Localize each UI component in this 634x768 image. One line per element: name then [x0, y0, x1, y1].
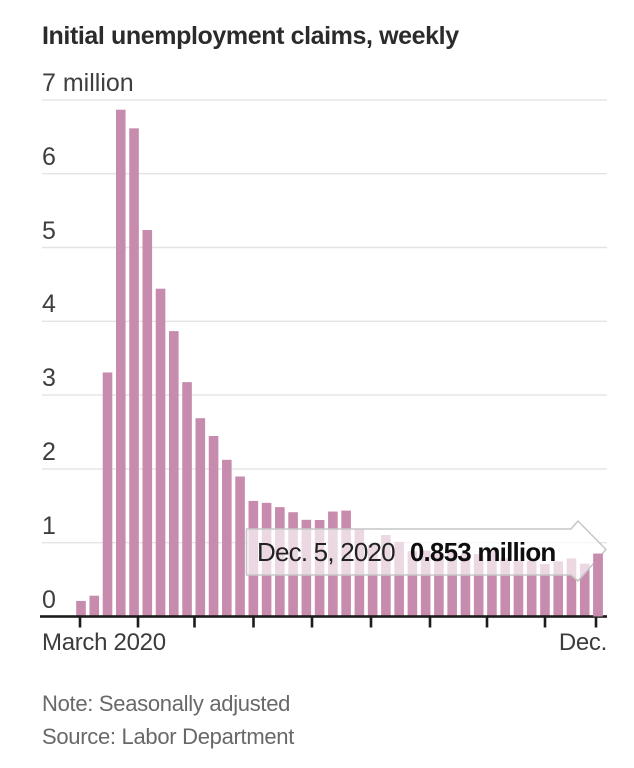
y-axis-tick-label: 0: [42, 585, 56, 614]
x-axis-tick: [543, 617, 547, 628]
bar[interactable]: [407, 551, 418, 617]
bar[interactable]: [129, 128, 139, 617]
bar[interactable]: [487, 550, 497, 617]
y-axis-tick-label: 2: [42, 437, 56, 466]
tooltip-bubble: [245, 520, 607, 582]
bar[interactable]: [195, 418, 206, 617]
x-axis-tick: [252, 617, 255, 628]
bar[interactable]: [76, 600, 86, 617]
x-axis-tick: [485, 617, 489, 628]
bar[interactable]: [579, 563, 590, 617]
x-axis-tick: [78, 617, 82, 628]
bar[interactable]: [89, 595, 100, 617]
x-axis-tick: [136, 617, 140, 628]
x-axis-tick: [369, 617, 373, 628]
bar[interactable]: [367, 544, 378, 617]
tooltip-callout: [245, 520, 607, 617]
bar[interactable]: [434, 552, 444, 617]
bar[interactable]: [420, 550, 431, 617]
bar[interactable]: [513, 560, 524, 617]
bar[interactable]: [553, 561, 564, 617]
x-axis-line: [40, 615, 607, 618]
y-axis-tick-label: 3: [42, 364, 56, 393]
x-axis-tick: [594, 617, 598, 628]
chart-source: Source: Labor Department: [42, 724, 295, 749]
bar[interactable]: [142, 230, 153, 617]
x-axis: [40, 615, 607, 628]
x-axis-tick: [193, 617, 196, 628]
bar[interactable]: [447, 552, 457, 617]
y-axis-tick-label: 7 million: [42, 68, 134, 97]
bar[interactable]: [566, 558, 577, 617]
y-axis-tick-label: 1: [42, 511, 56, 540]
y-axis-tick-label: 6: [42, 142, 56, 171]
bar[interactable]: [540, 564, 550, 617]
bar[interactable]: [473, 554, 484, 617]
bar[interactable]: [222, 459, 232, 617]
chart-note: Note: Seasonally adjusted: [42, 691, 291, 716]
bar[interactable]: [381, 535, 391, 617]
chart-title: Initial unemployment claims, weekly: [42, 22, 459, 50]
y-axis-tick-label: 5: [42, 216, 56, 245]
x-axis-label-march: March 2020: [42, 629, 166, 656]
bar[interactable]: [235, 476, 245, 617]
bar[interactable]: [500, 558, 510, 617]
chart-footnotes: Note: Seasonally adjusted Source: Labor …: [42, 687, 294, 753]
bar[interactable]: [168, 331, 179, 617]
x-axis-tick: [428, 617, 432, 628]
bar[interactable]: [394, 541, 404, 617]
bar[interactable]: [182, 382, 192, 617]
bar[interactable]: [208, 435, 219, 617]
x-axis-label-dec: Dec.: [558, 629, 607, 656]
y-axis-tick-label: 4: [42, 290, 56, 319]
bar[interactable]: [102, 372, 113, 617]
bar[interactable]: [460, 553, 471, 617]
x-axis-tick: [310, 617, 314, 628]
bar[interactable]: [155, 288, 166, 617]
bar[interactable]: [115, 109, 126, 617]
highlighted-bar[interactable]: [593, 553, 603, 617]
bar[interactable]: [526, 560, 537, 617]
